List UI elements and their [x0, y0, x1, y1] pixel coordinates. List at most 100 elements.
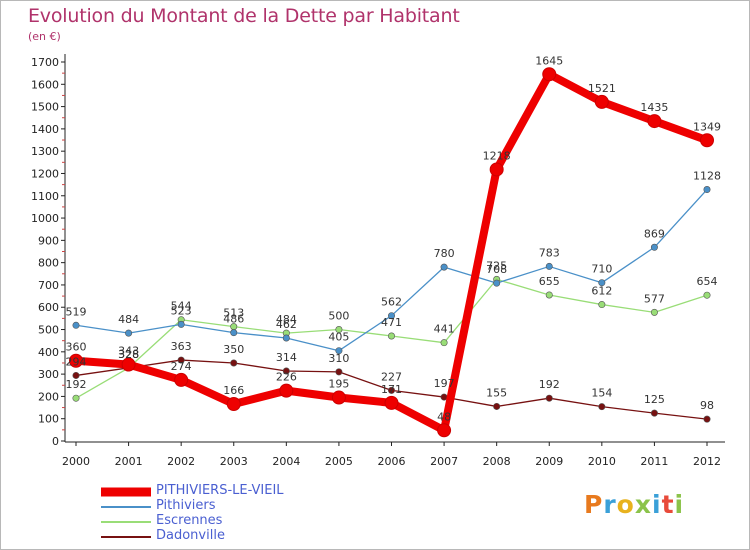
- data-label: 274: [171, 360, 192, 373]
- data-label: 612: [591, 285, 612, 298]
- data-label: 343: [118, 345, 139, 358]
- y-tick-label: 1000: [31, 212, 59, 225]
- data-label: 195: [328, 378, 349, 391]
- data-label: 1128: [693, 170, 721, 183]
- data-label: 484: [276, 313, 297, 326]
- legend-swatch-pithiviers: [101, 506, 151, 508]
- data-point: [437, 423, 452, 438]
- data-label: 710: [591, 263, 612, 276]
- y-tick-label: 600: [38, 301, 59, 314]
- data-label: 310: [328, 352, 349, 365]
- logo-letter: x: [634, 490, 652, 519]
- data-point: [279, 383, 294, 398]
- data-label: 655: [539, 275, 560, 288]
- proxiti-logo: Proxiti: [584, 490, 684, 519]
- data-label: 314: [276, 351, 297, 364]
- y-tick-label: 500: [38, 324, 59, 337]
- data-point: [598, 279, 606, 287]
- data-label: 328: [118, 348, 139, 361]
- x-tick-label: 2012: [693, 455, 721, 468]
- data-point: [703, 415, 711, 423]
- y-tick-label: 0: [52, 435, 59, 448]
- data-label: 783: [539, 246, 560, 259]
- data-point: [594, 94, 609, 109]
- data-label: 519: [66, 305, 87, 318]
- data-point: [331, 390, 346, 405]
- data-label: 125: [644, 393, 665, 406]
- data-label: 98: [700, 399, 714, 412]
- legend-swatch-dadonville: [101, 536, 151, 538]
- data-label: 486: [223, 313, 244, 326]
- x-tick-label: 2005: [325, 455, 353, 468]
- data-point: [387, 312, 395, 320]
- x-tick-label: 2009: [535, 455, 563, 468]
- data-label: 1521: [588, 82, 616, 95]
- series-lines: [69, 67, 714, 438]
- data-label: 1435: [640, 101, 668, 114]
- y-tick-label: 800: [38, 257, 59, 270]
- data-label: 484: [118, 313, 139, 326]
- data-label: 441: [434, 323, 455, 336]
- data-point: [174, 372, 189, 387]
- logo-letter: o: [616, 490, 635, 519]
- y-tick-label: 400: [38, 346, 59, 359]
- data-label: 154: [591, 387, 612, 400]
- y-tick-label: 900: [38, 234, 59, 247]
- data-point: [703, 291, 711, 299]
- data-label: 1218: [483, 149, 511, 162]
- data-point: [598, 403, 606, 411]
- data-point: [177, 320, 185, 328]
- data-point: [545, 394, 553, 402]
- data-label: 869: [644, 227, 665, 240]
- data-label: 360: [66, 341, 87, 354]
- data-point: [335, 368, 343, 376]
- chart-unit: (en €): [28, 30, 61, 43]
- data-label: 513: [223, 307, 244, 320]
- data-point: [545, 262, 553, 270]
- data-point: [493, 402, 501, 410]
- data-label: 462: [276, 318, 297, 331]
- legend-swatch-escrennes: [101, 521, 151, 523]
- data-label: 226: [276, 371, 297, 384]
- data-point: [440, 339, 448, 347]
- data-point: [647, 114, 662, 129]
- data-point: [598, 301, 606, 309]
- legend-label: Dadonville: [156, 528, 225, 543]
- x-tick-label: 2000: [62, 455, 90, 468]
- x-tick-label: 2010: [588, 455, 616, 468]
- x-tick-label: 2008: [483, 455, 511, 468]
- data-label: 562: [381, 296, 402, 309]
- y-tick-label: 1200: [31, 167, 59, 180]
- data-point: [700, 133, 714, 148]
- data-point: [121, 357, 136, 372]
- data-label: 227: [381, 370, 402, 383]
- x-tick-label: 2001: [115, 455, 143, 468]
- data-label: 1349: [693, 120, 721, 133]
- data-point: [282, 334, 290, 342]
- y-tick-label: 1700: [31, 56, 59, 69]
- data-point: [650, 308, 658, 316]
- x-tick-label: 2011: [640, 455, 668, 468]
- data-label: 500: [328, 310, 349, 323]
- logo-letter: t: [661, 490, 675, 519]
- data-point: [440, 263, 448, 271]
- legend-label: PITHIVIERS-LE-VIEIL: [156, 483, 284, 498]
- data-point: [489, 162, 504, 177]
- data-label: 363: [171, 340, 192, 353]
- data-label: 708: [486, 263, 507, 276]
- data-point: [230, 359, 238, 367]
- data-label: 405: [328, 331, 349, 344]
- data-point: [493, 279, 501, 287]
- y-tick-label: 1600: [31, 78, 59, 91]
- axes: 0 100 200 300 400 500 600 700 800 900 1000 1100 1200…: [31, 54, 725, 468]
- y-tick-label: 1500: [31, 101, 59, 114]
- data-point: [650, 409, 658, 417]
- data-point: [177, 356, 185, 364]
- chart-title: Evolution du Montant de la Dette par Hab…: [28, 5, 460, 27]
- y-tick-label: 200: [38, 390, 59, 403]
- x-tick-label: 2002: [167, 455, 195, 468]
- data-label: 1645: [535, 54, 563, 67]
- legend-swatch-pithiviers-le-vieil: [101, 487, 151, 497]
- data-label: 192: [66, 378, 87, 391]
- data-point: [545, 291, 553, 299]
